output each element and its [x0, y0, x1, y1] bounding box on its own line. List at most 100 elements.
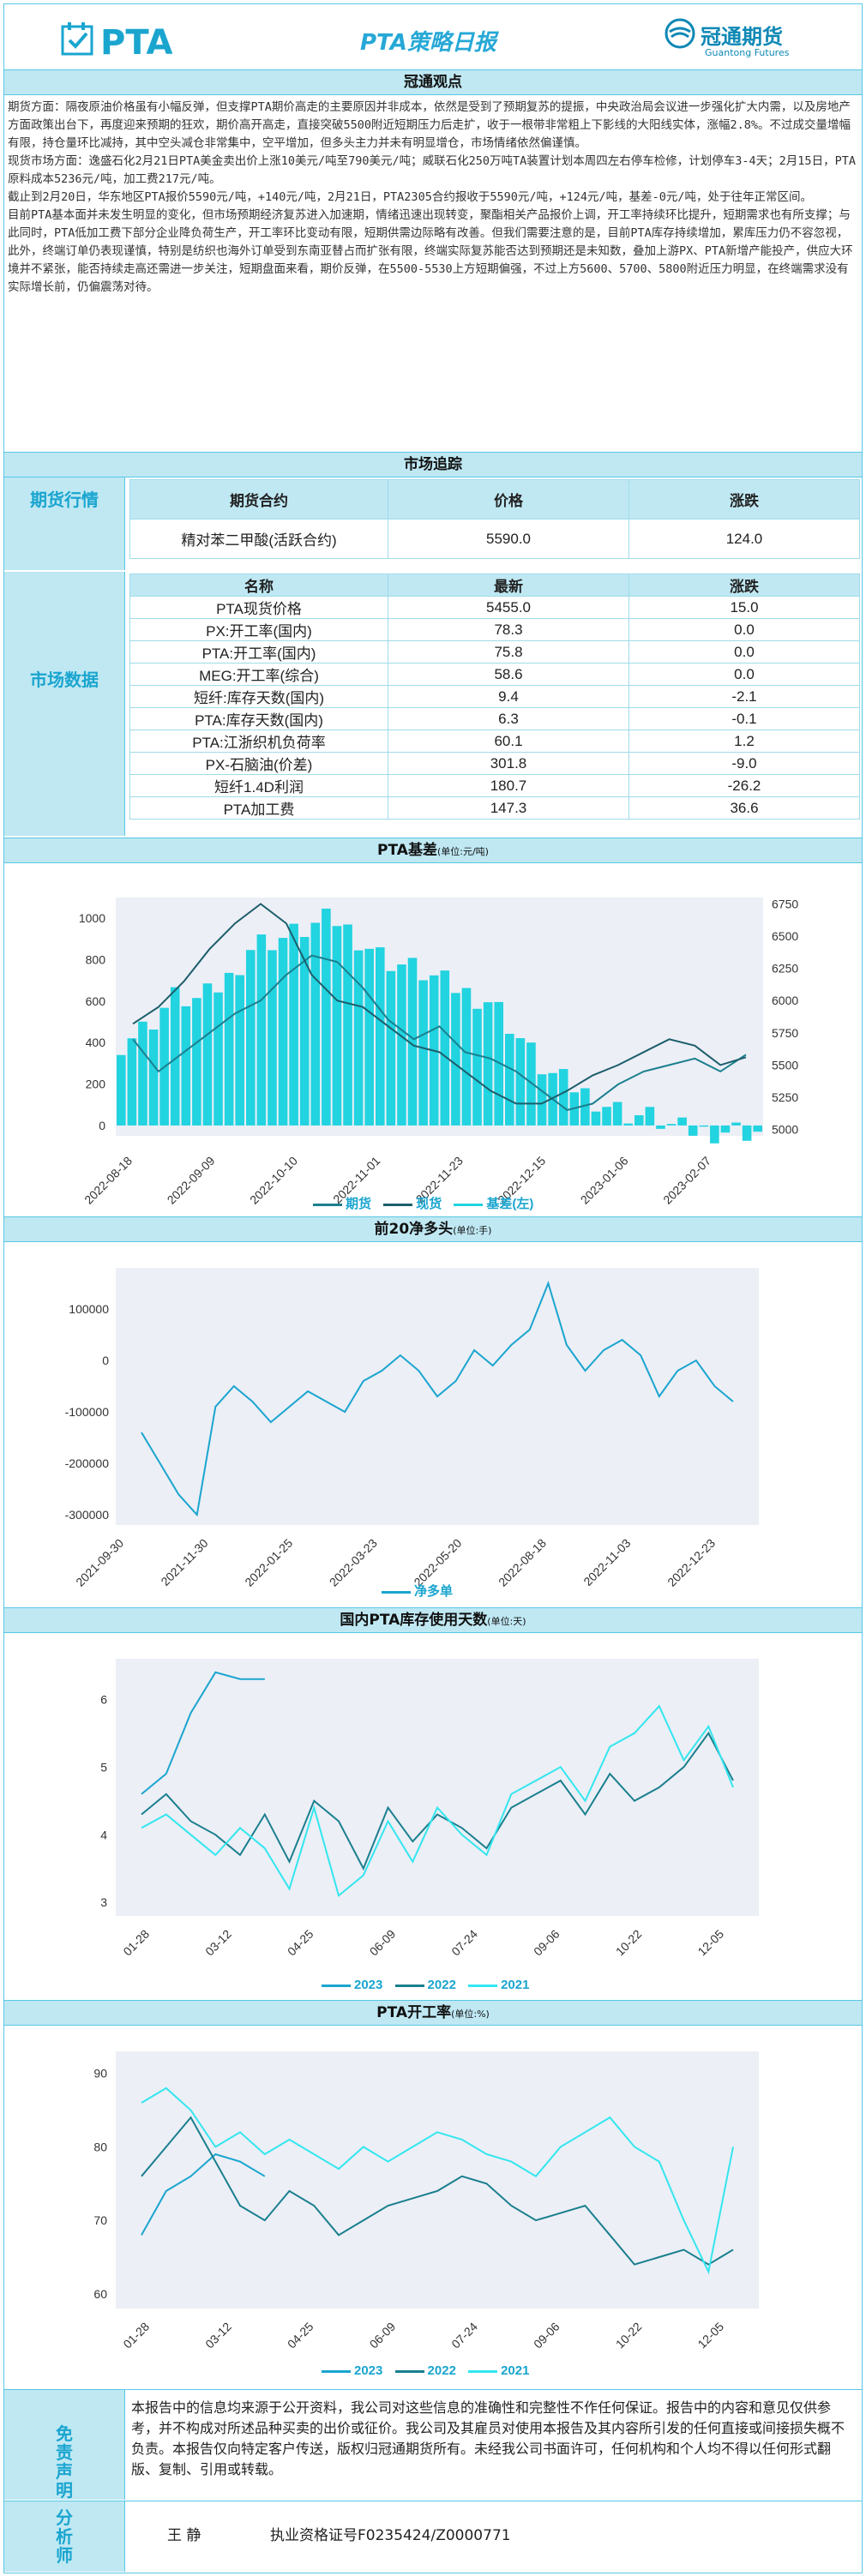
y-tick-label: 6	[100, 1692, 107, 1706]
y-tick-label: -100000	[65, 1405, 110, 1419]
market-name: 短纤:库存天数(国内)	[129, 685, 388, 708]
legend-spot: 现货	[416, 1197, 442, 1211]
inventory-unit: (单位:天)	[487, 1616, 526, 1627]
report-page: PTA PTA策略日报 冠通期货 Guantong Futures 冠通观点 期…	[3, 3, 863, 2573]
inventory-title: 国内PTA库存使用天数	[340, 1612, 488, 1629]
basis-bar	[127, 1038, 137, 1126]
net-long-chart: 100000 0 -100000 -200000 -300000 2021-09-30 20…	[4, 1242, 862, 1602]
market-name: PTA:开工率(国内)	[129, 640, 388, 664]
table-row: PX:开工率(国内) 78.3 0.0	[129, 618, 860, 641]
net-long-chart-svg: 100000 0 -100000 -200000 -300000 2021-09-30 20…	[65, 1268, 759, 1589]
market-header-row: 名称 最新 涨跌	[129, 573, 860, 597]
basis-bar	[235, 975, 244, 1126]
x-tick-label: 06-09	[367, 1927, 399, 1959]
y-left-tick-label: 200	[86, 1078, 106, 1091]
y-tick-label: 80	[93, 2140, 107, 2153]
disclaimer-label: 免责声明	[56, 2423, 73, 2501]
table-row: PTA:开工率(国内) 75.8 0.0	[129, 640, 860, 664]
market-table: 名称 最新 涨跌 PTA现货价格 5455.0 15.0 PX:开工率(国内) 78.3…	[129, 573, 860, 820]
brand-name-en: Guantong Futures	[705, 47, 790, 58]
market-change: -0.1	[628, 707, 860, 730]
x-tick-label: 2021-11-30	[158, 1536, 210, 1588]
futures-contract-name: 精对苯二甲酸(活跃合约)	[129, 519, 388, 559]
legend-2021: 2021	[501, 1978, 530, 1992]
y-tick-label: -300000	[65, 1508, 110, 1522]
basis-bar	[418, 980, 428, 1126]
net-long-line	[141, 1280, 734, 1517]
net-legend: 净多单	[373, 1582, 453, 1600]
market-name: PX-石脑油(价差)	[129, 752, 388, 775]
inventory-2022-line	[141, 1731, 734, 1871]
market-change: 0.0	[628, 663, 860, 686]
rate-2023-line	[141, 2153, 266, 2236]
basis-bar	[602, 1107, 611, 1126]
inventory-2023-line	[141, 1671, 265, 1795]
basis-bar	[483, 1002, 493, 1126]
table-row: MEG:开工率(综合) 58.6 0.0	[129, 663, 860, 686]
rate-title: PTA开工率	[376, 2004, 452, 2021]
basis-bar	[645, 1107, 655, 1126]
report-title: PTA策略日报	[360, 30, 496, 56]
basis-bar	[299, 936, 310, 1126]
y-left-tick-label: 0	[99, 1119, 105, 1132]
rate-chart-svg: 60 70 80 90 01-28 03-12 04-25 06-09 07-24 09-06 10…	[93, 2051, 759, 2351]
table-row: PTA:江浙织机负荷率 60.1 1.2	[129, 730, 860, 753]
market-side-text: 市场数据	[30, 670, 99, 690]
basis-bar	[558, 1069, 568, 1126]
x-tick-label: 2022-11-03	[580, 1536, 633, 1588]
legend-2021: 2021	[501, 2363, 530, 2378]
report-header: PTA PTA策略日报 冠通期货 Guantong Futures	[4, 4, 862, 69]
basis-bar	[353, 950, 364, 1126]
basis-bar	[505, 1033, 514, 1126]
market-change: 0.0	[628, 618, 860, 641]
legend-2022: 2022	[427, 2363, 456, 2378]
table-row: PTA现货价格 5455.0 15.0	[129, 596, 860, 619]
basis-bar	[461, 988, 472, 1126]
analyst-label: 分析师	[56, 2507, 73, 2566]
basis-bar	[289, 923, 298, 1126]
x-tick-label: 2022-08-18	[81, 1154, 135, 1207]
y-tick-label: 100000	[69, 1302, 109, 1316]
market-name: MEG:开工率(综合)	[129, 663, 388, 686]
market-change: -2.1	[628, 685, 860, 708]
x-tick-label: 07-24	[448, 2320, 480, 2351]
y-left-tick-label: 1000	[79, 911, 105, 925]
plot-area	[116, 898, 763, 1136]
futures-price: 5590.0	[388, 519, 629, 559]
basis-bar	[202, 983, 213, 1126]
basis-bar	[612, 1102, 622, 1126]
basis-bar	[117, 1054, 126, 1126]
y-right-tick-label: 5750	[772, 1026, 798, 1040]
legend-net: 净多单	[414, 1584, 454, 1599]
table-row: PX-石脑油(价差) 301.8 -9.0	[129, 752, 860, 775]
x-tick-label: 2023-01-06	[578, 1154, 631, 1207]
spot-line	[132, 903, 747, 1105]
market-latest: 301.8	[388, 752, 629, 775]
section-inventory: 国内PTA库存使用天数(单位:天)	[4, 1607, 862, 1633]
y-right-tick-label: 6750	[772, 898, 798, 911]
legend-futures: 期货	[346, 1197, 372, 1211]
basis-chart-svg: 0 200 400 600 800 1000 5000 5250 5500 5750 6000 625…	[79, 898, 799, 1207]
basis-bar	[591, 1111, 601, 1126]
basis-bar	[148, 1030, 159, 1126]
futures-line	[132, 954, 747, 1111]
y-tick-label: 5	[100, 1760, 107, 1774]
legend-2023: 2023	[354, 2363, 383, 2378]
basis-bar	[181, 1006, 191, 1126]
basis-bar	[623, 1123, 633, 1126]
brand-logo-icon	[665, 18, 695, 49]
basis-bar	[515, 1038, 526, 1126]
x-tick-label: 2023-02-07	[660, 1154, 713, 1207]
x-tick-label: 2022-09-09	[165, 1154, 218, 1207]
basis-bar	[742, 1125, 752, 1141]
market-latest: 75.8	[388, 640, 629, 664]
market-col-latest: 最新	[388, 573, 629, 597]
x-tick-label: 2022-01-25	[242, 1536, 295, 1589]
basis-bar	[332, 926, 342, 1126]
x-tick-label: 01-28	[120, 2320, 152, 2351]
basis-bar	[256, 934, 267, 1126]
market-change: 0.0	[628, 640, 860, 664]
table-row: 短纤:库存天数(国内) 9.4 -2.1	[129, 685, 860, 708]
basis-bar	[451, 993, 460, 1126]
x-tick-label: 09-06	[531, 2320, 562, 2351]
